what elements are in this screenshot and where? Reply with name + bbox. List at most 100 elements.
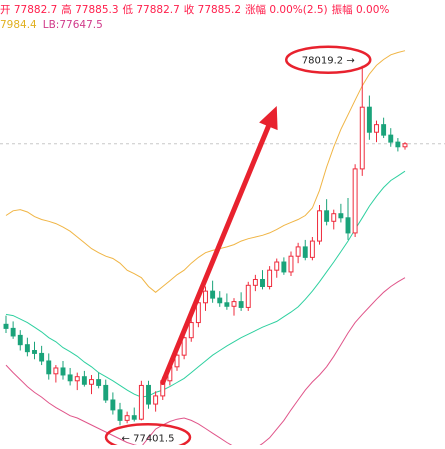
ub-value: 7984.4 (0, 19, 37, 31)
candlestick-series (3, 65, 408, 426)
lb-label: LB: (42, 19, 60, 31)
lb-readout: LB:77647.5 (43, 19, 103, 31)
candle (210, 280, 216, 303)
candle (131, 407, 137, 422)
candle (345, 198, 351, 240)
candle-up-body (231, 301, 237, 307)
candle-down-body (17, 334, 23, 346)
candle (374, 120, 379, 143)
callout-label: ← 77401.5 (122, 433, 175, 444)
candle (281, 257, 287, 275)
candle-up-body (274, 261, 280, 271)
candle (195, 298, 201, 328)
candle-down-body (60, 367, 66, 376)
trend-arrow (160, 106, 278, 386)
close-label: 收 (183, 4, 195, 16)
high-label: 高 (61, 4, 72, 16)
candle (317, 204, 322, 245)
candle (32, 341, 37, 360)
candle-down-body (10, 327, 16, 337)
candle (74, 372, 80, 391)
low-value: 77882.7 (136, 4, 180, 16)
candle-up-body (267, 269, 273, 287)
candle (302, 239, 308, 261)
candle-up-body (352, 168, 358, 234)
candle-down-body (96, 379, 102, 386)
candle (53, 365, 59, 383)
candle (188, 318, 194, 342)
candle (60, 360, 66, 380)
candle-up-body (252, 278, 258, 286)
boll-bands (5, 50, 406, 449)
candle (238, 292, 244, 311)
candle-up-body (74, 376, 80, 382)
ohlc-header: 开 77882.7 高 77885.3 低 77882.7 收 77885.2 涨幅 0… (0, 2, 389, 17)
candle (39, 345, 45, 366)
candle-up-body (359, 106, 365, 170)
candle-down-body (381, 124, 387, 136)
candle (388, 128, 394, 147)
high-value: 77885.3 (75, 4, 119, 16)
low-label: 低 (122, 4, 134, 16)
candle-up-body (195, 302, 201, 324)
amplitude-value: 0.00% (356, 4, 390, 16)
callout-ellipse (285, 45, 372, 74)
band-ub (5, 50, 406, 293)
candle (3, 315, 9, 334)
candle-up-body (317, 210, 322, 242)
candle (352, 164, 358, 237)
candle-down-body (217, 297, 223, 304)
candle-up-body (288, 255, 294, 273)
candle-down-body (210, 290, 216, 299)
candle-up-body (295, 246, 301, 257)
candle-down-body (67, 374, 73, 382)
candle-down-body (238, 301, 244, 308)
arrow-head (259, 106, 278, 131)
candle (231, 298, 237, 316)
candle-down-body (3, 323, 9, 329)
candle-down-body (39, 352, 45, 362)
candle-down-body (366, 106, 372, 133)
lb-value: 77647.5 (59, 19, 103, 31)
candle-up-body (402, 143, 408, 148)
candle-up-body (245, 284, 251, 308)
boll-header: 7984.4 LB:77647.5 (0, 19, 103, 31)
candle (395, 138, 401, 152)
candle (110, 392, 116, 415)
candle-down-body (110, 399, 116, 411)
candle (381, 117, 387, 139)
candle (324, 199, 330, 226)
candle (17, 330, 23, 351)
band-lb (5, 277, 406, 449)
candle (245, 281, 251, 311)
candle (124, 411, 130, 424)
candle-down-body (24, 344, 30, 353)
candle (338, 203, 344, 223)
candle (402, 142, 408, 150)
candle-down-body (260, 278, 265, 287)
low-price-callout: ← 77401.5 (104, 423, 192, 449)
candle-down-body (81, 376, 87, 385)
candle-down-body (131, 415, 137, 420)
candle (203, 286, 208, 311)
candle (359, 65, 365, 176)
candle-down-body (117, 409, 123, 421)
candle-down-body (146, 384, 151, 405)
candle (153, 391, 159, 412)
candle (146, 380, 151, 409)
candle (96, 372, 102, 389)
callout-label: 78019.2 → (302, 56, 355, 67)
candle (288, 251, 294, 276)
candle (217, 291, 223, 307)
candle (181, 333, 187, 360)
candle-down-body (46, 360, 52, 375)
candle (46, 353, 52, 380)
candle-down-body (281, 261, 287, 273)
open-value: 77882.7 (13, 4, 58, 16)
band-mb (5, 170, 406, 398)
arrow-shaft (160, 123, 271, 386)
candle-down-body (103, 384, 109, 401)
candle (10, 321, 16, 339)
